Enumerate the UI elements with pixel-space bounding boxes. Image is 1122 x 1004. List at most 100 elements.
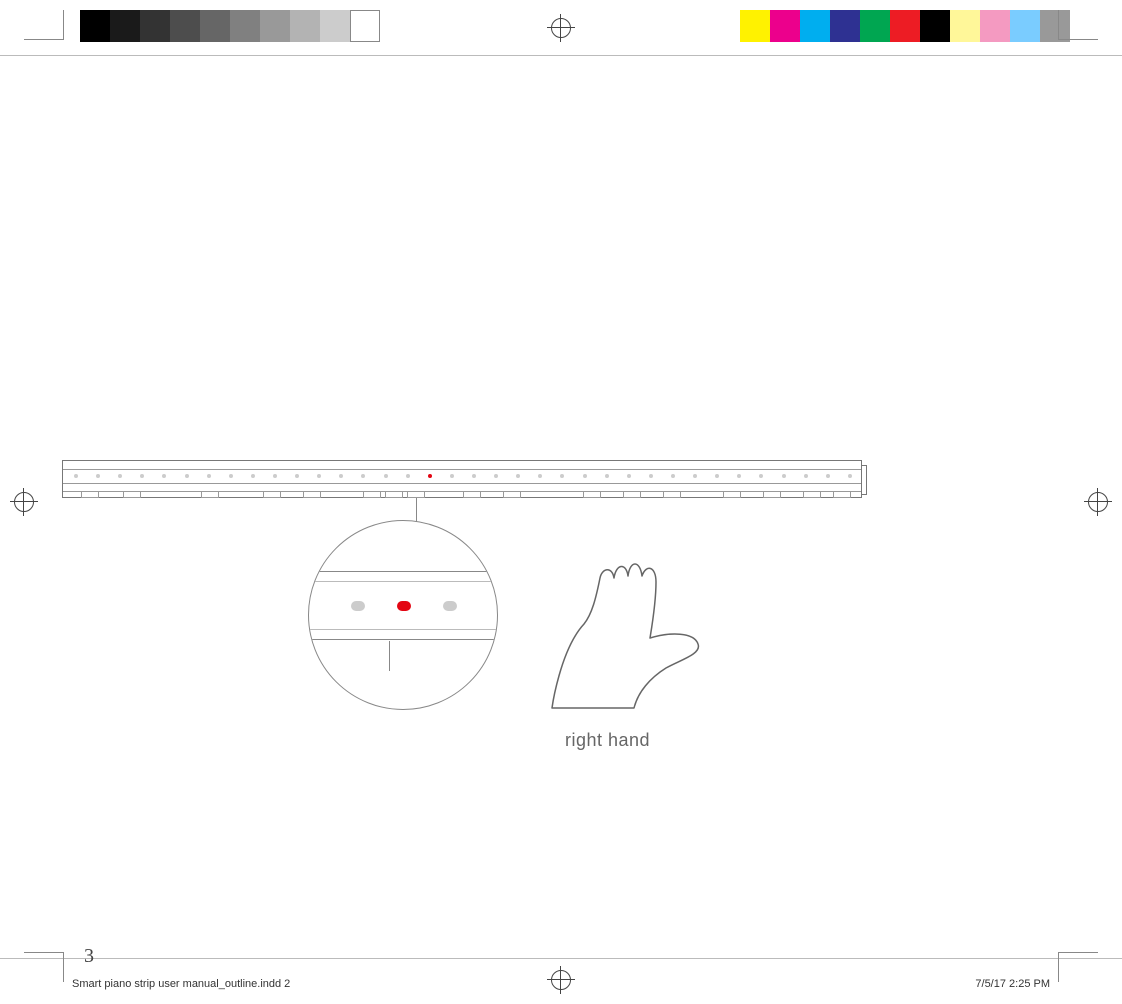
led-dot-icon xyxy=(229,474,233,478)
key-tab xyxy=(303,492,321,498)
swatch xyxy=(290,10,320,42)
led-dot-icon xyxy=(351,601,365,611)
swatch xyxy=(830,10,860,42)
key-tab xyxy=(623,492,641,498)
swatch xyxy=(320,10,350,42)
led-dot-icon xyxy=(848,474,852,478)
mag-line xyxy=(309,571,497,572)
led-dot-icon xyxy=(361,474,365,478)
led-dot-icon xyxy=(494,474,498,478)
crop-mark-tl xyxy=(24,10,64,40)
led-dot-icon xyxy=(715,474,719,478)
crop-mark-tr xyxy=(1058,10,1098,40)
led-dot-icon xyxy=(538,474,542,478)
led-dot-icon xyxy=(693,474,697,478)
key-tab xyxy=(201,492,219,498)
led-dot-icon xyxy=(207,474,211,478)
swatch xyxy=(170,10,200,42)
strip-led-row xyxy=(73,474,853,480)
led-dot-icon xyxy=(317,474,321,478)
strip-key-tabs xyxy=(63,492,861,499)
key-tab xyxy=(583,492,601,498)
swatch xyxy=(920,10,950,42)
key-tab xyxy=(833,492,851,498)
swatch xyxy=(230,10,260,42)
key-tab xyxy=(363,492,381,498)
registration-mark-icon xyxy=(1084,488,1112,516)
led-dot-active-icon xyxy=(397,601,411,611)
led-dot-icon xyxy=(671,474,675,478)
key-tab xyxy=(723,492,741,498)
key-tab xyxy=(463,492,481,498)
key-tab xyxy=(81,492,99,498)
led-dot-icon xyxy=(74,474,78,478)
led-dot-icon xyxy=(516,474,520,478)
registration-mark-icon xyxy=(547,14,575,42)
led-dot-icon xyxy=(295,474,299,478)
swatch xyxy=(860,10,890,42)
mag-key-divider xyxy=(389,641,390,671)
hand-label: right hand xyxy=(565,730,650,751)
strip-guide-line xyxy=(63,469,861,470)
led-dot-icon xyxy=(627,474,631,478)
swatch xyxy=(110,10,140,42)
magnifier-detail xyxy=(308,520,498,710)
led-dot-icon xyxy=(583,474,587,478)
led-dot-icon xyxy=(804,474,808,478)
led-dot-icon xyxy=(826,474,830,478)
led-dot-icon xyxy=(273,474,277,478)
swatch xyxy=(800,10,830,42)
led-dot-icon xyxy=(759,474,763,478)
color-swatch-strip xyxy=(740,10,1070,42)
swatch xyxy=(740,10,770,42)
strip-guide-line xyxy=(63,483,861,484)
led-dot-icon xyxy=(251,474,255,478)
key-tab xyxy=(663,492,681,498)
swatch xyxy=(890,10,920,42)
swatch xyxy=(350,10,380,42)
registration-mark-icon xyxy=(10,488,38,516)
swatch xyxy=(260,10,290,42)
led-dot-icon xyxy=(450,474,454,478)
led-dot-icon xyxy=(406,474,410,478)
mag-line xyxy=(309,639,497,640)
swatch xyxy=(200,10,230,42)
key-tab xyxy=(263,492,281,498)
key-tab xyxy=(385,492,403,498)
led-dot-icon xyxy=(443,601,457,611)
key-tab xyxy=(803,492,821,498)
right-hand-icon xyxy=(530,540,730,720)
printer-marks-bottom xyxy=(0,954,1122,1004)
strip-endcap xyxy=(861,465,867,495)
led-dot-icon xyxy=(384,474,388,478)
swatch xyxy=(1010,10,1040,42)
piano-strip-diagram xyxy=(62,460,862,498)
crop-mark-br xyxy=(1058,952,1098,982)
key-tab xyxy=(123,492,141,498)
led-dot-icon xyxy=(140,474,144,478)
swatch xyxy=(770,10,800,42)
led-dot-icon xyxy=(185,474,189,478)
key-tab xyxy=(763,492,781,498)
swatch xyxy=(80,10,110,42)
mag-line xyxy=(309,629,497,630)
swatch xyxy=(950,10,980,42)
led-dot-icon xyxy=(472,474,476,478)
led-dot-icon xyxy=(118,474,122,478)
led-dot-icon xyxy=(162,474,166,478)
mag-line xyxy=(309,581,497,582)
led-dot-icon xyxy=(737,474,741,478)
grayscale-swatch-strip xyxy=(80,10,380,42)
led-dot-icon xyxy=(96,474,100,478)
led-dot-icon xyxy=(339,474,343,478)
led-dot-icon xyxy=(605,474,609,478)
key-tab xyxy=(503,492,521,498)
swatch xyxy=(980,10,1010,42)
led-dot-icon xyxy=(560,474,564,478)
led-dot-active-icon xyxy=(428,474,432,478)
page-root: right hand 3 Smart piano strip user manu… xyxy=(0,0,1122,1004)
swatch xyxy=(140,10,170,42)
trim-line-top xyxy=(0,55,1122,56)
led-dot-icon xyxy=(649,474,653,478)
led-dot-icon xyxy=(782,474,786,478)
